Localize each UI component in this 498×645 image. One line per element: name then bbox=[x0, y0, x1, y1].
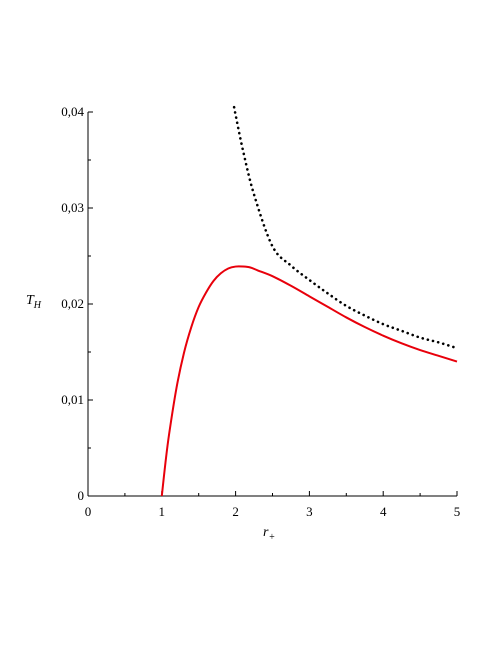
dotted-series-line bbox=[232, 105, 459, 350]
x-tick-label: 4 bbox=[380, 504, 387, 519]
y-axis-title: TH bbox=[26, 293, 42, 311]
x-tick-label: 3 bbox=[306, 504, 313, 519]
y-axis-subscript: H bbox=[33, 300, 42, 311]
y-tick-label: 0,03 bbox=[61, 200, 84, 215]
x-tick-label: 1 bbox=[159, 504, 166, 519]
y-tick-label: 0 bbox=[78, 488, 85, 503]
series-layer bbox=[160, 105, 459, 497]
x-tick-label: 0 bbox=[85, 504, 92, 519]
axes bbox=[87, 111, 458, 497]
x-axis-title: r+ bbox=[263, 525, 275, 543]
y-tick-label: 0,04 bbox=[61, 104, 84, 119]
x-axis-symbol: r bbox=[263, 525, 269, 540]
y-tick-label: 0,01 bbox=[61, 392, 84, 407]
x-axis-subscript: + bbox=[268, 532, 275, 543]
y-axis-symbol: T bbox=[26, 293, 35, 308]
y-tick-label: 0,02 bbox=[61, 296, 84, 311]
x-tick-label: 2 bbox=[232, 504, 239, 519]
x-tick-label: 5 bbox=[454, 504, 461, 519]
solid-series-line bbox=[160, 265, 458, 497]
labels: 0 1 2 3 4 5 0 0,01 0,02 0,03 0,04 bbox=[61, 104, 460, 519]
